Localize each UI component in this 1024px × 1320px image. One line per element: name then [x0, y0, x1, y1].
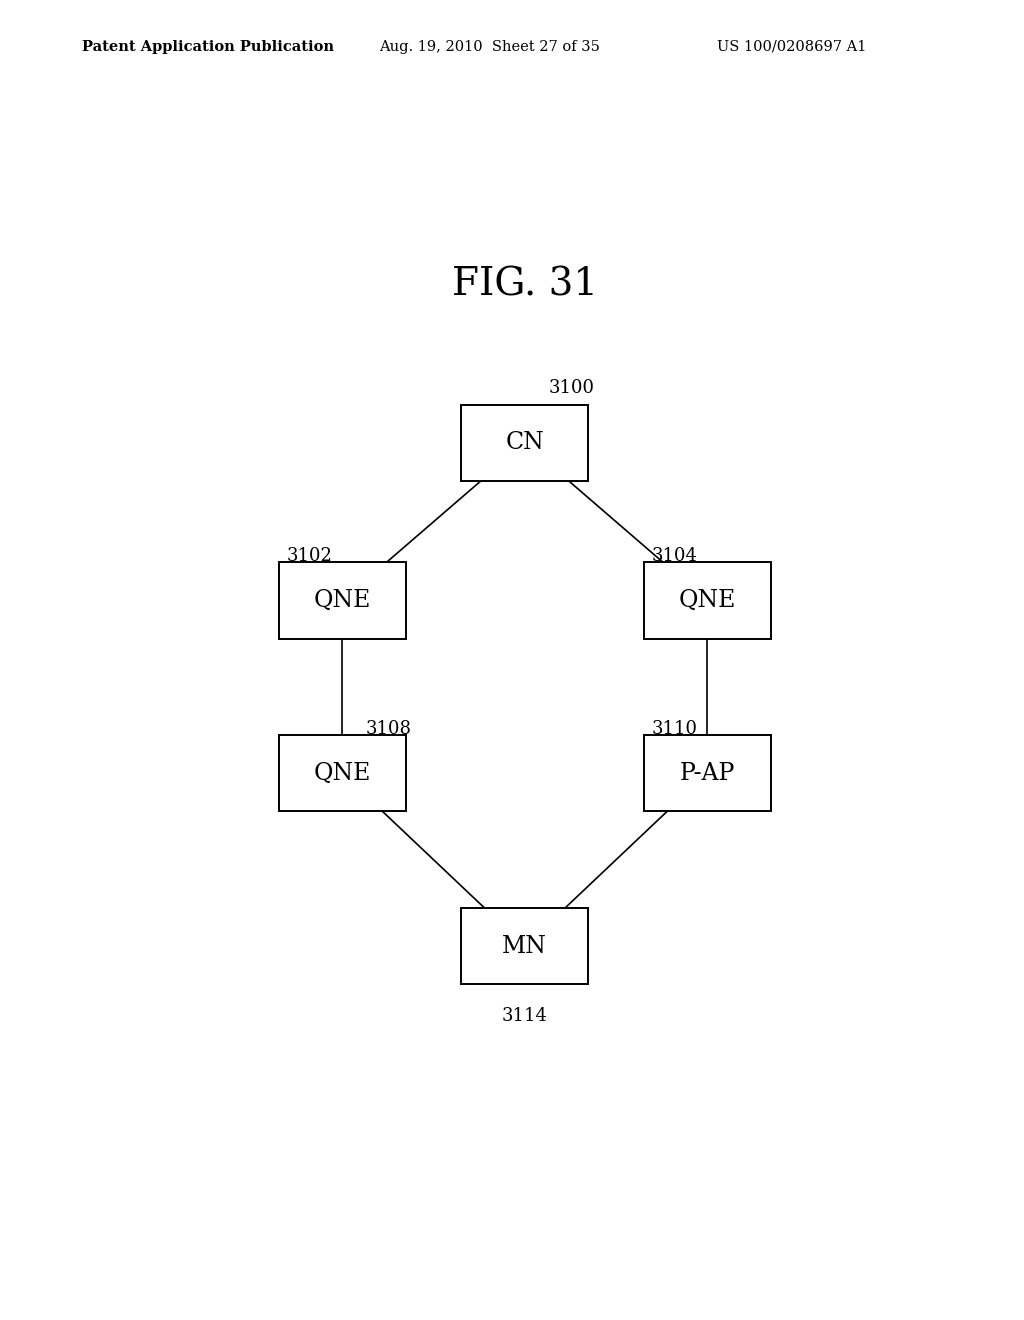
Text: 3104: 3104 [652, 546, 697, 565]
FancyBboxPatch shape [279, 562, 406, 639]
Text: FIG. 31: FIG. 31 [452, 267, 598, 304]
Text: QNE: QNE [313, 762, 371, 785]
Text: 3110: 3110 [652, 719, 697, 738]
Text: P-AP: P-AP [680, 762, 735, 785]
Text: US 100/0208697 A1: US 100/0208697 A1 [717, 40, 866, 54]
FancyBboxPatch shape [461, 405, 588, 480]
Text: 3108: 3108 [367, 719, 412, 738]
Text: 3102: 3102 [287, 546, 333, 565]
FancyBboxPatch shape [461, 908, 588, 985]
Text: MN: MN [503, 935, 547, 957]
Text: CN: CN [506, 432, 544, 454]
FancyBboxPatch shape [644, 562, 771, 639]
Text: 3114: 3114 [502, 1007, 548, 1026]
Text: QNE: QNE [313, 589, 371, 612]
Text: Aug. 19, 2010  Sheet 27 of 35: Aug. 19, 2010 Sheet 27 of 35 [379, 40, 600, 54]
Text: Patent Application Publication: Patent Application Publication [82, 40, 334, 54]
FancyBboxPatch shape [279, 735, 406, 812]
Text: QNE: QNE [679, 589, 736, 612]
FancyBboxPatch shape [644, 735, 771, 812]
Text: 3100: 3100 [549, 379, 595, 397]
